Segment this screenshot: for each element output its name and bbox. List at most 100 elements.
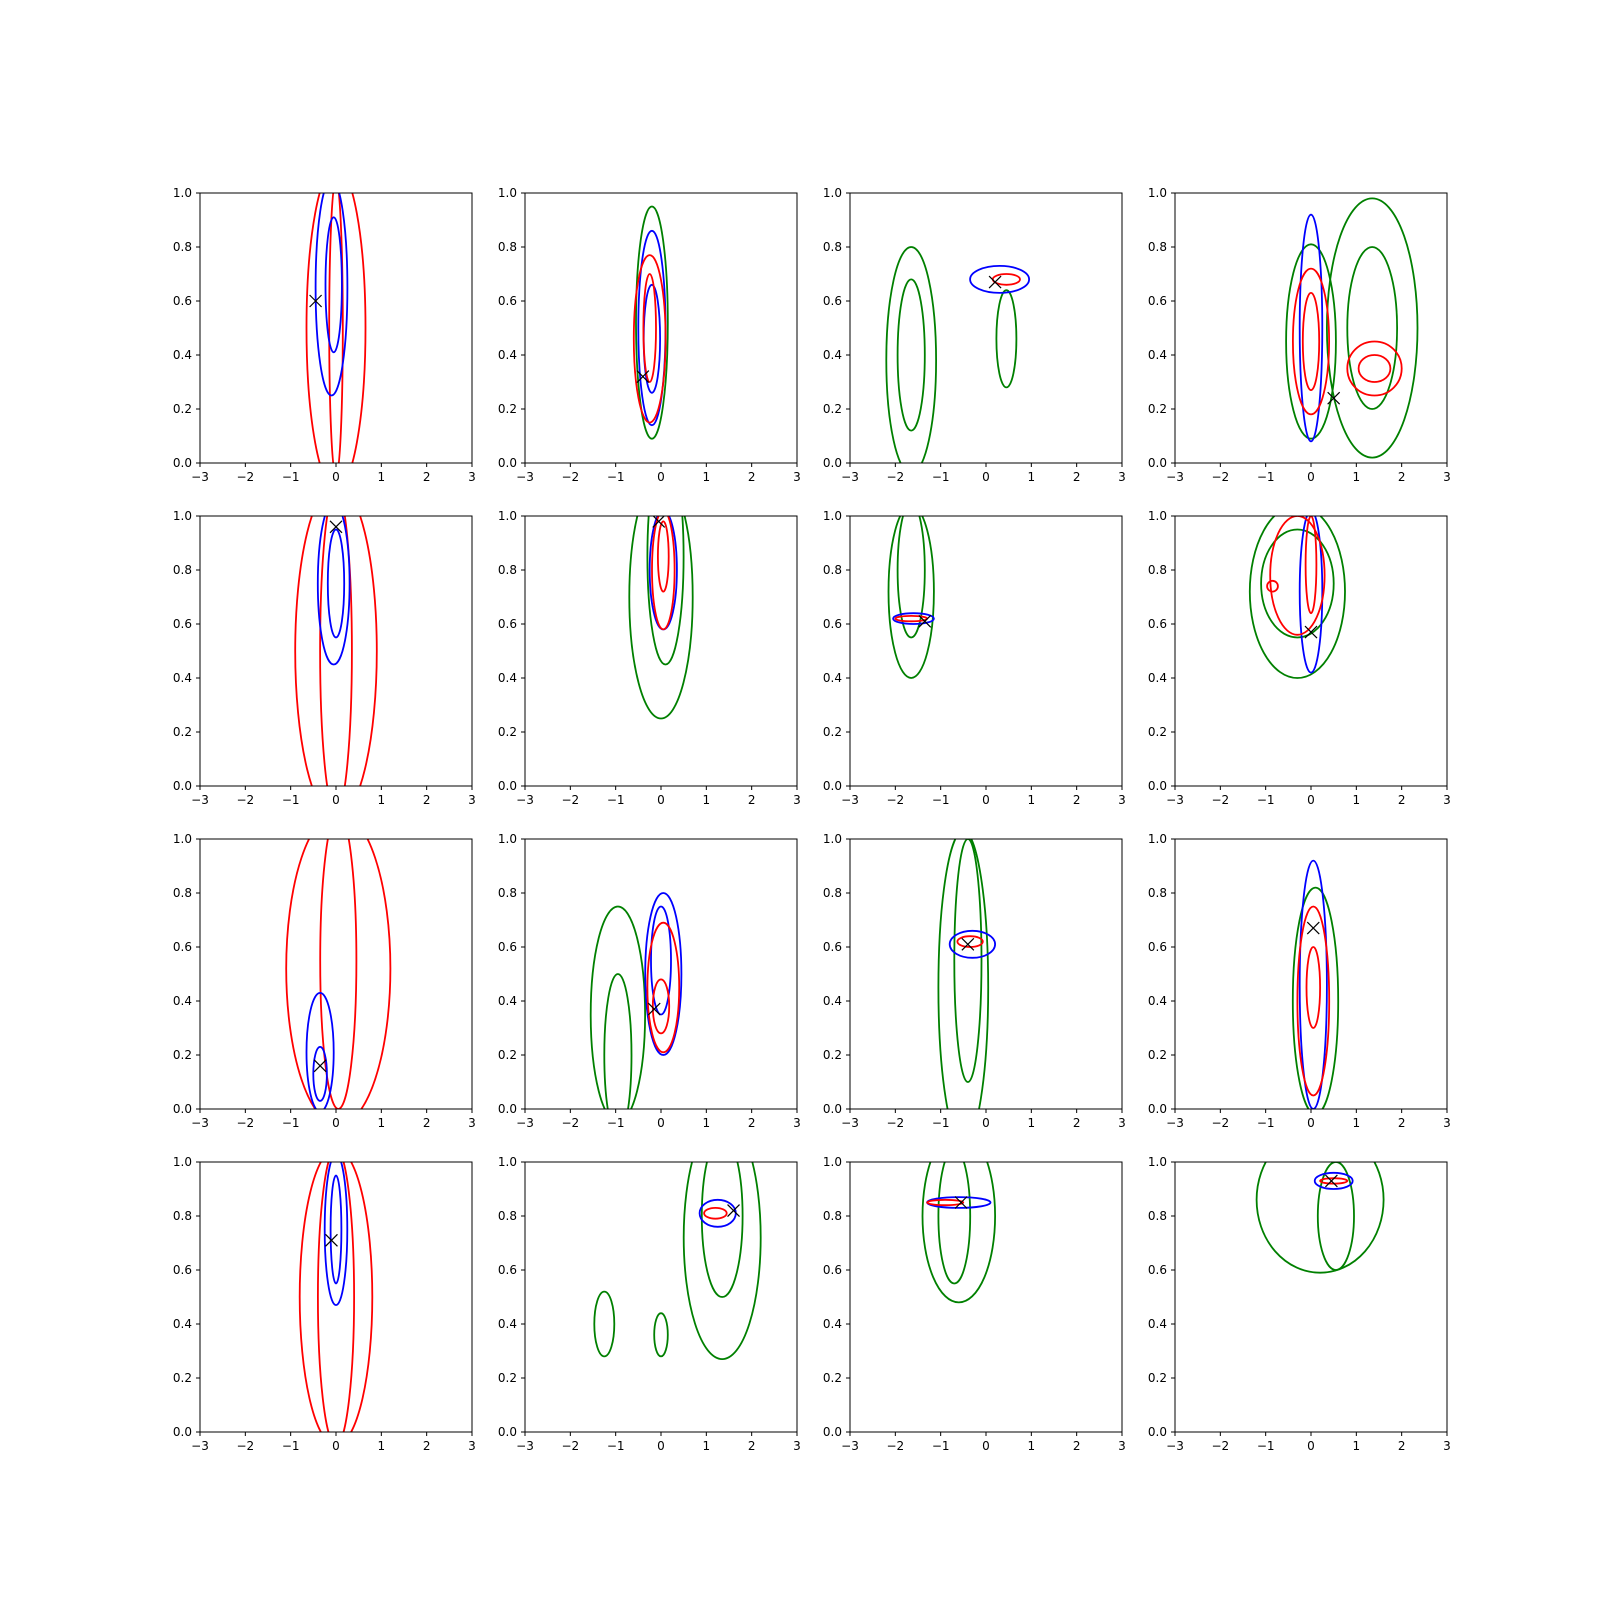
- x-tick-label: 1: [1028, 1116, 1036, 1130]
- x-tick-label: −1: [282, 1439, 300, 1453]
- x-tick-label: −1: [282, 793, 300, 807]
- contour-blue: [316, 516, 351, 666]
- y-tick-label: 1.0: [173, 186, 192, 200]
- y-tick-label: 0.6: [1148, 1263, 1167, 1277]
- y-tick-label: 0.8: [173, 240, 192, 254]
- sample-marker: [988, 275, 1002, 289]
- y-tick-label: 0.8: [498, 1209, 517, 1223]
- contour-blue: [1298, 213, 1324, 443]
- y-tick-label: 0.2: [498, 725, 517, 739]
- x-tick-label: 0: [657, 470, 665, 484]
- plot-area: [632, 205, 669, 440]
- contour-green: [635, 205, 669, 440]
- x-tick-label: −3: [516, 1439, 534, 1453]
- x-tick-label: −1: [932, 793, 950, 807]
- y-tick-label: 0.0: [498, 779, 517, 793]
- x-tick-label: 2: [748, 1116, 756, 1130]
- plot-area: [921, 1162, 996, 1304]
- x-tick-label: 1: [703, 793, 711, 807]
- y-tick-label: 0.2: [498, 1048, 517, 1062]
- x-tick-label: 0: [1307, 470, 1315, 484]
- x-tick-label: 3: [1443, 470, 1451, 484]
- contour-red: [646, 921, 681, 1054]
- contour-green: [937, 1162, 972, 1285]
- axes-frame: [849, 838, 1123, 1110]
- x-tick-label: 3: [793, 1116, 801, 1130]
- x-tick-label: −3: [191, 793, 209, 807]
- x-tick-label: −2: [886, 470, 904, 484]
- plot-area: [589, 892, 683, 1109]
- y-tick-label: 0.4: [173, 994, 192, 1008]
- x-tick-label: −3: [841, 1439, 859, 1453]
- contour-red: [298, 1162, 374, 1432]
- contour-green: [896, 278, 926, 432]
- x-tick-label: −1: [1257, 793, 1275, 807]
- y-tick-label: 1.0: [1148, 509, 1167, 523]
- contour-blue: [314, 193, 349, 397]
- x-tick-label: −3: [1166, 470, 1184, 484]
- y-tick-label: 0.6: [823, 294, 842, 308]
- y-tick-label: 0.4: [823, 994, 842, 1008]
- contour-blue: [1298, 516, 1324, 674]
- subplot-3-2: −3 −2 −1 0 1 2 3 0.0 0.2 0.4 0.6 0.8 1.0: [498, 832, 801, 1130]
- x-tick-label: −2: [561, 1439, 579, 1453]
- x-tick-label: 2: [423, 793, 431, 807]
- x-tick-label: 3: [793, 793, 801, 807]
- x-tick-label: −3: [191, 470, 209, 484]
- axes-frame: [199, 192, 473, 464]
- sample-marker: [313, 1059, 327, 1073]
- sample-marker: [325, 1233, 338, 1247]
- x-tick-label: 1: [703, 1116, 711, 1130]
- x-tick-label: −2: [886, 793, 904, 807]
- contour-green: [896, 516, 926, 639]
- x-tick-label: 1: [1353, 1439, 1361, 1453]
- y-tick-label: 0.6: [498, 294, 517, 308]
- x-tick-label: −3: [1166, 793, 1184, 807]
- contour-blue: [892, 612, 935, 625]
- subplot-2-4: −3 −2 −1 0 1 2 3 0.0 0.2 0.4 0.6 0.8 1.0: [1148, 509, 1451, 807]
- y-tick-label: 1.0: [173, 509, 192, 523]
- contour-blue: [326, 528, 346, 639]
- x-tick-label: 0: [1307, 1439, 1315, 1453]
- x-tick-label: −1: [282, 1116, 300, 1130]
- contour-green: [1316, 1162, 1355, 1271]
- x-tick-label: 3: [1443, 793, 1451, 807]
- plot-area: [1255, 1162, 1385, 1274]
- y-tick-label: 0.2: [498, 402, 517, 416]
- x-tick-label: 3: [468, 1439, 476, 1453]
- x-tick-label: 2: [1398, 1116, 1406, 1130]
- contour-green: [921, 1162, 996, 1304]
- y-tick-label: 0.0: [173, 456, 192, 470]
- subplot-2-3: −3 −2 −1 0 1 2 3 0.0 0.2 0.4 0.6 0.8 1.0: [823, 509, 1126, 807]
- contour-red: [926, 1198, 965, 1207]
- x-tick-label: −1: [932, 1439, 950, 1453]
- y-tick-label: 0.6: [173, 617, 192, 631]
- contour-green: [1291, 886, 1340, 1109]
- x-tick-label: 2: [423, 470, 431, 484]
- contour-red: [1357, 354, 1392, 383]
- y-tick-label: 0.0: [1148, 1102, 1167, 1116]
- contour-red: [319, 516, 353, 786]
- y-tick-label: 1.0: [1148, 1155, 1167, 1169]
- y-tick-label: 0.6: [498, 1263, 517, 1277]
- contour-red: [305, 193, 367, 463]
- x-tick-label: 2: [748, 793, 756, 807]
- subplot-4-4: −3 −2 −1 0 1 2 3 0.0 0.2 0.4 0.6 0.8 1.0: [1148, 1155, 1451, 1453]
- y-tick-label: 0.2: [1148, 402, 1167, 416]
- y-tick-label: 0.8: [823, 563, 842, 577]
- plot-area: [294, 516, 378, 786]
- x-tick-label: 2: [423, 1116, 431, 1130]
- y-tick-label: 0.4: [173, 671, 192, 685]
- contour-green: [1248, 516, 1346, 679]
- sample-marker: [918, 614, 932, 628]
- contour-red: [1269, 516, 1326, 636]
- y-tick-label: 0.6: [1148, 617, 1167, 631]
- axes-frame: [199, 1161, 473, 1433]
- x-tick-label: 1: [1353, 470, 1361, 484]
- x-tick-label: 0: [657, 1116, 665, 1130]
- contour-green: [885, 246, 937, 463]
- x-tick-label: 2: [748, 1439, 756, 1453]
- plot-area: [1285, 197, 1419, 459]
- y-tick-label: 0.8: [1148, 1209, 1167, 1223]
